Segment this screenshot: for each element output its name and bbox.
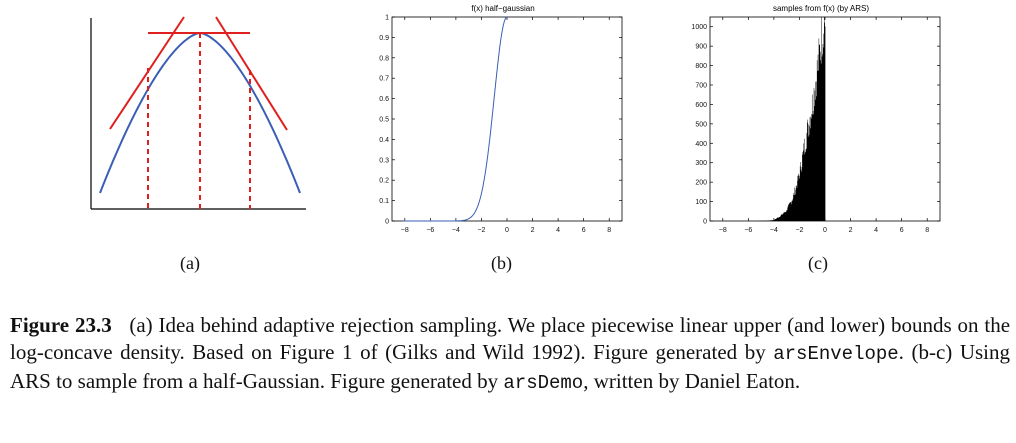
y-tick-label: 0.3 [379, 157, 389, 164]
x-tick-label: −2 [795, 227, 803, 234]
x-tick-label: −4 [770, 227, 778, 234]
y-tick-label: 300 [695, 160, 707, 167]
x-tick-label: −2 [477, 227, 485, 234]
panel-c-label: (c) [808, 253, 828, 273]
y-tick-label: 0 [385, 219, 389, 226]
x-tick-label: 0 [823, 227, 827, 234]
caption-text-3: , written by Daniel Eaton. [583, 369, 801, 393]
x-tick-label: 6 [900, 227, 904, 234]
y-tick-label: 500 [695, 121, 707, 128]
y-tick-label: 0.8 [379, 55, 389, 62]
y-tick-label: 0.1 [379, 198, 389, 205]
panel-b-title: f(x) half−gaussian [471, 4, 534, 13]
y-tick-label: 0.2 [379, 178, 389, 185]
x-tick-label: 2 [531, 227, 535, 234]
y-tick-label: 900 [695, 44, 707, 51]
x-tick-label: 6 [582, 227, 586, 234]
x-tick-label: −4 [452, 227, 460, 234]
panel-a-dashed-lines [147, 33, 251, 209]
panel-c-title: samples from f(x) (by ARS) [773, 4, 869, 13]
y-tick-label: 0 [703, 219, 707, 226]
caption-text-2: . (b-c) Using ARS to sample from a half-… [10, 340, 1010, 393]
x-tick-label: 0 [505, 227, 509, 234]
y-tick-label: 0.4 [379, 137, 389, 144]
x-tick-label: 8 [925, 227, 929, 234]
x-tick-label: 4 [874, 227, 878, 234]
x-tick-label: −6 [744, 227, 752, 234]
panel-c-histogram [754, 17, 826, 221]
y-tick-label: 800 [695, 63, 707, 70]
caption-text-1: (a) Idea behind adaptive rejection sampl… [10, 313, 1011, 364]
figure-caption: Figure 23.3 (a) Idea behind adaptive rej… [10, 312, 1010, 397]
y-tick-label: 1000 [691, 24, 707, 31]
panel-b-frame [391, 16, 623, 222]
x-tick-label: 2 [849, 227, 853, 234]
panel-b-label: (b) [491, 253, 512, 273]
x-tick-label: −8 [719, 227, 727, 234]
y-tick-label: 1 [385, 15, 389, 22]
x-tick-label: −8 [401, 227, 409, 234]
y-tick-label: 0.5 [379, 117, 389, 124]
panel-b-plot: f(x) half−gaussian −8 −6 −4 −2 0 2 4 6 8 0 0.1 0.2 0… [379, 4, 623, 234]
y-tick-label: 700 [695, 83, 707, 90]
y-tick-label: 0.7 [379, 76, 389, 83]
panel-b-line [403, 16, 508, 222]
y-tick-label: 100 [695, 199, 707, 206]
x-tick-label: 8 [607, 227, 611, 234]
panel-c-plot: samples from f(x) (by ARS) −8 −6 −4 −2 0 2 4 6 8… [691, 4, 941, 234]
panel-a-plot [90, 16, 306, 210]
figure-panels: f(x) half−gaussian −8 −6 −4 −2 0 2 4 6 8 0 0.1 0.2 0… [90, 4, 941, 234]
panel-a-tangent-lines [109, 16, 288, 131]
panel-c-ticks: −8 −6 −4 −2 0 2 4 6 8 0 100 200 300 400 500 600 700 800 90… [691, 17, 940, 234]
x-tick-label: 4 [556, 227, 560, 234]
caption-code-arsDemo: arsDemo [503, 372, 584, 394]
y-tick-label: 0.6 [379, 96, 389, 103]
y-tick-label: 400 [695, 141, 707, 148]
figure-number: Figure 23.3 [10, 313, 112, 337]
tangent-line-right [215, 16, 288, 131]
panel-a-label: (a) [180, 253, 200, 273]
y-tick-label: 600 [695, 102, 707, 109]
panel-b-ticks: −8 −6 −4 −2 0 2 4 6 8 0 0.1 0.2 0.3 0.4 0.5 0.6 0.7 0.8 0.… [379, 15, 622, 234]
y-tick-label: 200 [695, 180, 707, 187]
caption-code-arsEnvelope: arsEnvelope [773, 343, 899, 365]
y-tick-label: 0.9 [379, 35, 389, 42]
x-tick-label: −6 [426, 227, 434, 234]
